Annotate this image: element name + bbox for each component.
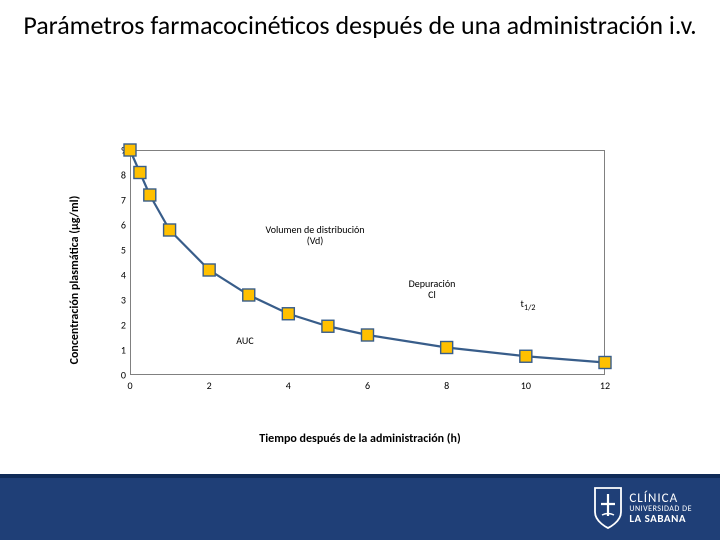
chart-svg [130,150,605,375]
data-marker [441,342,453,354]
x-tick: 6 [365,379,370,392]
data-marker [243,289,255,301]
x-axis-label: Tiempo después de la administración (h) [105,432,615,446]
chart-annotation: DepuraciónCl [392,278,472,300]
chart-annotation: Volumen de distribución(Vd) [245,224,385,246]
y-tick: 0 [121,369,126,382]
y-tick: 8 [121,169,126,182]
y-tick: 5 [121,244,126,257]
y-tick: 1 [121,344,126,357]
slide-title: Parámetros farmacocinéticos después de u… [0,10,720,41]
logo-text: CLÍNICA UNIVERSIDAD DE LA SABANA [629,492,692,524]
data-marker [134,167,146,179]
shield-icon [593,486,623,530]
x-tick: 12 [600,379,610,392]
data-marker [164,224,176,236]
y-tick: 2 [121,319,126,332]
chart-annotation: t1/2 [513,298,543,313]
logo-line3: LA SABANA [629,513,692,524]
data-marker [520,350,532,362]
x-tick: 10 [521,379,531,392]
x-tick: 0 [127,379,132,392]
footer-bar: CLÍNICA UNIVERSIDAD DE LA SABANA [0,478,720,540]
data-marker [282,308,294,320]
footer-accent [0,474,720,478]
chart-annotation: AUC [225,335,265,346]
pk-chart: Concentración plasmática (µg/ml) 0123456… [105,150,615,410]
y-ticks: 0123456789 [105,150,130,375]
y-axis-label: Concentración plasmática (µg/ml) [68,196,82,365]
y-tick: 3 [121,294,126,307]
data-marker [144,189,156,201]
footer-logo: CLÍNICA UNIVERSIDAD DE LA SABANA [593,486,692,530]
data-marker [203,264,215,276]
data-marker [599,357,611,369]
data-marker [322,320,334,332]
y-tick: 7 [121,194,126,207]
x-tick: 8 [444,379,449,392]
x-tick: 2 [207,379,212,392]
data-marker [362,329,374,341]
y-tick: 6 [121,219,126,232]
data-marker [124,144,136,156]
y-tick: 4 [121,269,126,282]
x-tick: 4 [286,379,291,392]
